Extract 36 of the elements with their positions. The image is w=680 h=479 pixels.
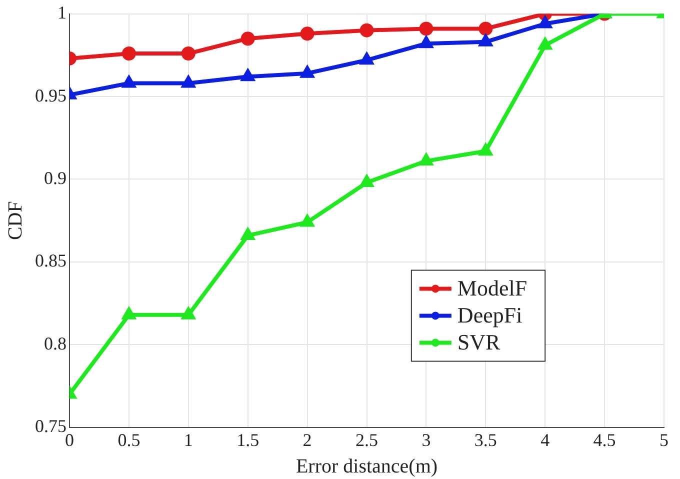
x-tick-label: 3.5 — [474, 430, 497, 450]
x-tick-label: 5 — [660, 430, 668, 450]
point — [300, 26, 314, 41]
point — [360, 176, 374, 188]
x-tick-label: 4 — [540, 430, 550, 450]
point — [419, 22, 434, 36]
x-tick-label: 0 — [65, 430, 74, 450]
point — [122, 46, 136, 61]
x-tick-label: 3 — [422, 430, 431, 450]
y-axis-title: CDF — [4, 201, 26, 240]
legend-label: ModelF — [457, 276, 528, 301]
y-tick-label: 1 — [58, 2, 66, 23]
point — [242, 228, 254, 240]
x-axis-title: Error distance(m) — [296, 455, 438, 478]
point — [300, 215, 314, 227]
legend-label: SVR — [457, 330, 501, 355]
point — [420, 36, 433, 48]
x-tick-label: 0.5 — [118, 430, 140, 450]
y-tick-label: 0.75 — [35, 416, 66, 436]
x-tick-label: 1 — [184, 430, 193, 450]
x-tick-label: 4.5 — [593, 430, 616, 450]
y-tick-label: 0.8 — [44, 333, 66, 354]
point — [300, 66, 314, 78]
y-tick-label: 0.85 — [35, 250, 66, 271]
point — [360, 23, 374, 38]
point — [240, 32, 255, 46]
x-tick-label: 1.5 — [236, 430, 260, 450]
y-tick-label: 0.9 — [44, 168, 66, 188]
legend-label: DeepFi — [457, 302, 522, 328]
point — [181, 46, 196, 61]
point — [360, 53, 374, 65]
y-tick-label: 0.95 — [35, 85, 66, 106]
x-tick-label: 2.5 — [356, 430, 378, 450]
point — [478, 22, 493, 36]
x-tick-label: 2 — [302, 430, 312, 450]
point — [420, 154, 433, 166]
